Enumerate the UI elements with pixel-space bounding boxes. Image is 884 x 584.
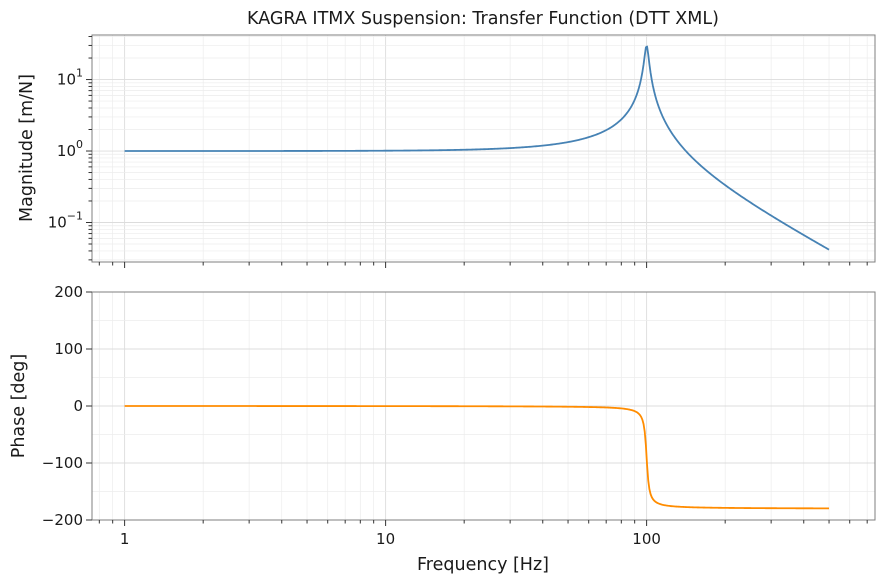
y-tick-label: 10−1: [48, 209, 83, 231]
y-tick-label: 0: [73, 397, 83, 415]
y-tick-label: 100: [57, 138, 83, 160]
x-tick-label: 100: [632, 530, 661, 548]
x-tick-label: 10: [376, 530, 395, 548]
y-tick-label: −100: [42, 454, 83, 472]
magnitude-panel: 10−1 100 101: [48, 34, 876, 268]
phase-series-line: [124, 405, 830, 510]
y-tick-label: 101: [57, 67, 83, 89]
y-tick-label: 200: [54, 283, 83, 301]
y-tick-label: −200: [42, 511, 83, 529]
phase-y-axis-label: Phase [deg]: [9, 354, 29, 458]
frequency-x-axis-label: Frequency [Hz]: [417, 555, 549, 575]
x-tick-label: 1: [120, 530, 130, 548]
chart-title: KAGRA ITMX Suspension: Transfer Function…: [247, 9, 719, 29]
phase-panel: 1 10 100 −200 −100 0 100 200: [42, 283, 876, 548]
magnitude-y-axis-label: Magnitude [m/N]: [17, 74, 37, 222]
magnitude-series-line: [124, 45, 830, 251]
y-tick-label: 100: [54, 340, 83, 358]
magnitude-plot-frame: [91, 34, 876, 263]
